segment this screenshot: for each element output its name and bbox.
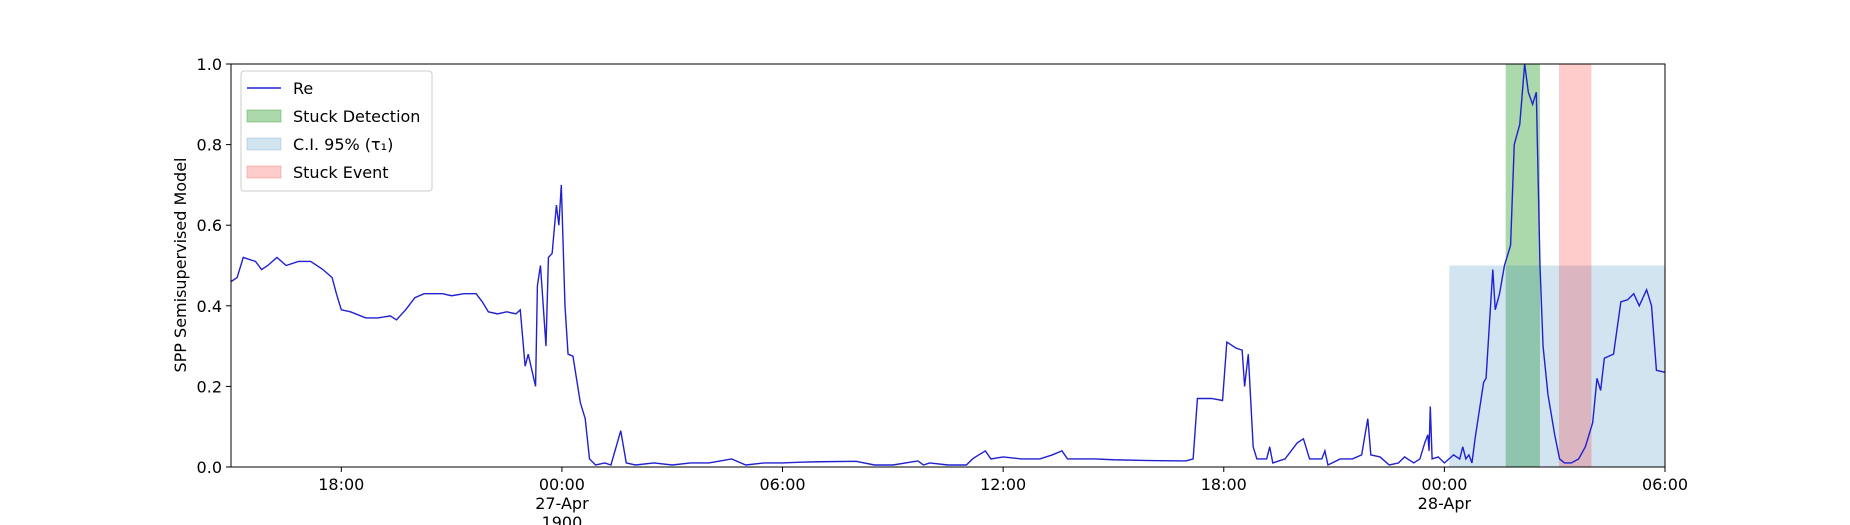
x-tick-label: 06:00	[1642, 475, 1688, 494]
shaded-span	[1558, 64, 1592, 467]
y-tick-label: 0.2	[197, 377, 222, 396]
x-tick-label-line: 06:00	[1642, 475, 1688, 494]
shaded-span	[1505, 64, 1540, 467]
x-tick-label-line: 28-Apr	[1418, 494, 1472, 513]
y-tick-label: 0.0	[197, 458, 222, 477]
x-tick-label-line: 1900	[542, 513, 583, 525]
x-tick-label: 12:00	[980, 475, 1026, 494]
legend-patch	[246, 137, 282, 151]
y-tick-label: 0.8	[197, 136, 222, 155]
y-tick-label: 0.6	[197, 216, 222, 235]
x-tick-label: 06:00	[759, 475, 805, 494]
x-tick-label: 00:00 28-Apr	[1418, 475, 1472, 513]
legend-patch	[246, 109, 282, 123]
x-tick-label: 18:00	[1201, 475, 1247, 494]
legend-label: Re	[293, 79, 313, 98]
legend-label: C.I. 95% (τ₁)	[293, 135, 393, 154]
data-line	[230, 63, 1666, 467]
y-tick-label: 0.4	[197, 297, 222, 316]
x-tick-label-line: 27-Apr	[535, 494, 589, 513]
x-tick-label-line: 00:00	[1421, 475, 1467, 494]
x-tick-label: 00:00 27-Apr 1900	[535, 475, 589, 525]
y-tick-label: 1.0	[197, 55, 222, 74]
x-tick-label-line: 18:00	[1201, 475, 1247, 494]
plot-frame	[230, 63, 1666, 468]
legend-label: Stuck Event	[293, 163, 389, 182]
x-tick-label-line: 06:00	[759, 475, 805, 494]
x-tick-label-line: 12:00	[980, 475, 1026, 494]
y-axis-label: SPP Semisupervised Model	[171, 158, 190, 373]
legend-box	[240, 70, 433, 192]
x-tick-label: 18:00	[318, 475, 364, 494]
legend-label: Stuck Detection	[293, 107, 420, 126]
x-tick-label-line: 00:00	[539, 475, 585, 494]
x-tick-label-line: 18:00	[318, 475, 364, 494]
legend-patch	[246, 165, 282, 179]
